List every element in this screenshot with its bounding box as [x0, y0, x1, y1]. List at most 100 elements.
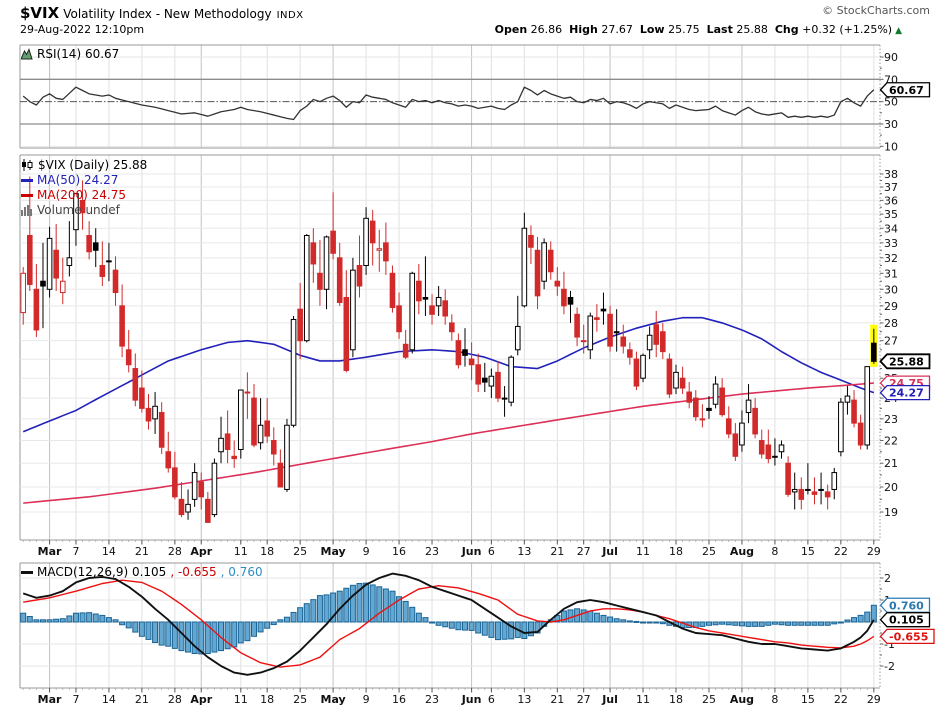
low-value: 25.75 [668, 23, 700, 36]
svg-text:18: 18 [260, 545, 274, 558]
last-value: 25.88 [736, 23, 768, 36]
macd-line-icon [21, 571, 33, 574]
svg-text:Apr: Apr [190, 545, 212, 558]
svg-text:Jul: Jul [601, 545, 618, 558]
ma50-line-icon [21, 179, 33, 182]
chg-value: +0.32 (+1.25%) [802, 23, 893, 36]
ma200-legend: MA(200) 24.75 [21, 188, 126, 202]
rsi-area-icon [21, 48, 33, 60]
svg-text:36: 36 [884, 194, 898, 207]
svg-text:Apr: Apr [190, 693, 212, 706]
svg-text:Aug: Aug [730, 545, 754, 558]
svg-text:May: May [321, 545, 346, 558]
svg-text:18: 18 [669, 545, 683, 558]
svg-text:29: 29 [867, 545, 881, 558]
svg-text:15: 15 [801, 545, 815, 558]
chart-title: Volatility Index - New Methodology [63, 7, 272, 21]
up-arrow-icon: ▲ [895, 26, 902, 36]
svg-text:8: 8 [771, 545, 778, 558]
svg-text:Jul: Jul [601, 693, 618, 706]
svg-text:11: 11 [234, 693, 248, 706]
svg-text:60.67: 60.67 [889, 84, 924, 97]
svg-text:11: 11 [636, 545, 650, 558]
svg-text:32: 32 [884, 252, 898, 265]
symbol-label: $VIX [20, 4, 60, 22]
high-label: High [569, 23, 598, 36]
svg-text:8: 8 [771, 693, 778, 706]
svg-text:Jun: Jun [461, 693, 482, 706]
svg-text:Aug: Aug [730, 693, 754, 706]
svg-text:11: 11 [234, 545, 248, 558]
svg-text:50: 50 [884, 96, 898, 109]
macd-signal-label: , -0.655 [170, 565, 217, 579]
svg-text:9: 9 [363, 693, 370, 706]
macd-legend-label: MACD(12,26,9) 0.105 [37, 565, 167, 579]
svg-text:37: 37 [884, 181, 898, 194]
svg-text:31: 31 [884, 267, 898, 280]
svg-text:33: 33 [884, 237, 898, 250]
open-label: Open [494, 23, 528, 36]
svg-text:15: 15 [801, 693, 815, 706]
svg-text:7: 7 [72, 693, 79, 706]
price-legend: $VIX (Daily) 25.88 [21, 158, 147, 172]
copyright-label: © StockCharts.com [822, 4, 930, 17]
svg-text:0.105: 0.105 [889, 614, 924, 627]
svg-text:14: 14 [102, 545, 116, 558]
ma200-legend-label: MA(200) 24.75 [37, 188, 126, 202]
svg-text:28: 28 [168, 693, 182, 706]
volume-legend: Volume undef [21, 203, 120, 217]
volume-legend-label: Volume undef [37, 203, 120, 217]
svg-text:6: 6 [488, 693, 495, 706]
svg-text:-2: -2 [884, 660, 895, 673]
svg-text:29: 29 [867, 693, 881, 706]
svg-text:28: 28 [884, 317, 898, 330]
macd-legend: MACD(12,26,9) 0.105, -0.655, 0.760 [21, 565, 263, 579]
svg-text:16: 16 [392, 545, 406, 558]
svg-text:27: 27 [884, 335, 898, 348]
ma50-legend: MA(50) 24.27 [21, 173, 118, 187]
svg-text:Mar: Mar [38, 693, 62, 706]
high-value: 27.67 [601, 23, 633, 36]
svg-text:13: 13 [517, 545, 531, 558]
rsi-legend: RSI(14) 60.67 [21, 47, 119, 61]
svg-text:16: 16 [392, 693, 406, 706]
last-label: Last [706, 23, 733, 36]
svg-text:18: 18 [669, 693, 683, 706]
svg-text:30: 30 [884, 118, 898, 131]
datetime-label: 29-Aug-2022 12:10pm [20, 23, 145, 36]
header-line1: $VIX Volatility Index - New Methodology IN… [20, 3, 304, 22]
svg-text:25: 25 [293, 545, 307, 558]
svg-text:10: 10 [884, 140, 898, 153]
volume-bars-icon [21, 205, 32, 216]
svg-text:25.88: 25.88 [889, 355, 924, 368]
svg-text:21: 21 [550, 545, 564, 558]
svg-text:0.760: 0.760 [889, 599, 924, 612]
ma200-line-icon [21, 194, 33, 197]
svg-text:19: 19 [884, 506, 898, 519]
svg-text:20: 20 [884, 481, 898, 494]
svg-text:23: 23 [425, 693, 439, 706]
svg-text:23: 23 [425, 545, 439, 558]
svg-text:23: 23 [884, 413, 898, 426]
low-label: Low [639, 23, 665, 36]
svg-text:21: 21 [135, 545, 149, 558]
exchange-label: INDX [276, 10, 304, 21]
svg-text:2: 2 [884, 572, 891, 585]
svg-text:35: 35 [884, 208, 898, 221]
svg-text:25: 25 [702, 693, 716, 706]
macd-hist-label: , 0.760 [220, 565, 263, 579]
svg-text:-1: -1 [884, 638, 895, 651]
svg-text:22: 22 [834, 693, 848, 706]
svg-text:28: 28 [168, 545, 182, 558]
svg-text:38: 38 [884, 168, 898, 181]
svg-text:18: 18 [260, 693, 274, 706]
svg-text:34: 34 [884, 222, 898, 235]
svg-text:Mar: Mar [38, 545, 62, 558]
svg-text:-0.655: -0.655 [889, 630, 928, 643]
open-value: 26.86 [530, 23, 563, 36]
chg-label: Chg [774, 23, 799, 36]
rsi-legend-label: RSI(14) 60.67 [37, 47, 120, 61]
svg-text:27: 27 [577, 693, 591, 706]
